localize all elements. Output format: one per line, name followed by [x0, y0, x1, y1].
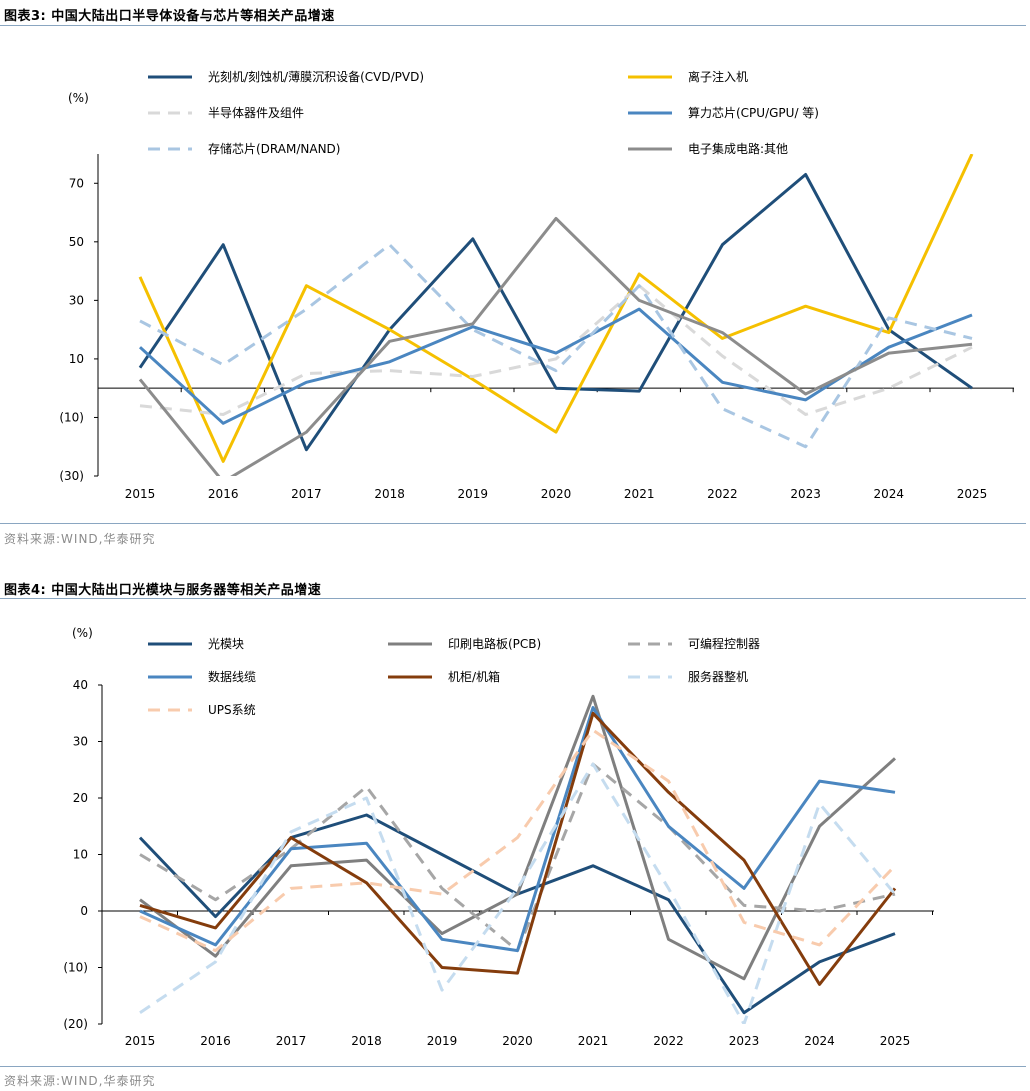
y-tick-label-4: 0 — [80, 904, 88, 918]
legend-label-1: 印刷电路板(PCB) — [448, 636, 541, 651]
figure1-source: 资料来源:WIND,华泰研究 — [4, 532, 156, 546]
figure1-title: 图表3: 中国大陆出口半导体设备与芯片等相关产品增速 — [4, 9, 335, 24]
x-tick-label-2022: 2022 — [653, 1034, 684, 1048]
x-tick-label-2016: 2016 — [208, 487, 239, 501]
y-tick-label-0: 70 — [69, 176, 84, 190]
figure2-title-rule — [0, 598, 1026, 599]
series-line-4 — [139, 243, 973, 449]
y-tick-label-4: (10) — [59, 410, 84, 424]
x-tick-label-2024: 2024 — [804, 1034, 835, 1048]
legend-label-2: 可编程控制器 — [688, 636, 760, 651]
x-tick-label-2021: 2021 — [624, 487, 655, 501]
y-tick-label-3: 10 — [73, 848, 88, 862]
x-tick-label-2025: 2025 — [957, 487, 988, 501]
y-tick-label-3: 10 — [69, 352, 84, 366]
legend-label-2: 半导体器件及组件 — [208, 106, 304, 120]
series-line-2 — [139, 284, 973, 416]
y-tick-label-5: (30) — [59, 469, 84, 483]
x-tick-label-2018: 2018 — [374, 487, 405, 501]
y-unit-label: (%) — [68, 91, 89, 105]
legend-label-1: 离子注入机 — [688, 69, 748, 84]
figure1-title-rule — [0, 25, 1026, 26]
x-tick-label-2023: 2023 — [729, 1034, 760, 1048]
y-tick-label-2: 20 — [73, 791, 88, 805]
legend-label-4: 机柜/机箱 — [448, 669, 500, 684]
figure2-source: 资料来源:WIND,华泰研究 — [4, 1074, 156, 1088]
series-line-0 — [138, 173, 973, 452]
x-tick-label-2023: 2023 — [790, 487, 821, 501]
x-tick-label-2016: 2016 — [200, 1034, 231, 1048]
x-tick-label-2024: 2024 — [874, 487, 905, 501]
series-line-3 — [138, 307, 973, 425]
series-line-1 — [139, 694, 897, 981]
figure1-bottom-rule — [0, 523, 1026, 524]
series-line-5 — [138, 216, 973, 476]
legend-label-3: 数据线缆 — [208, 669, 256, 684]
x-tick-label-2015: 2015 — [125, 487, 156, 501]
figure2-bottom-rule — [0, 1066, 1026, 1067]
x-tick-label-2015: 2015 — [125, 1034, 156, 1048]
series-line-1 — [138, 154, 974, 463]
series-line-3 — [139, 706, 896, 953]
legend-label-5: 服务器整机 — [688, 669, 748, 684]
series-line-4 — [139, 711, 897, 986]
x-tick-label-2020: 2020 — [541, 487, 572, 501]
x-tick-label-2019: 2019 — [458, 487, 489, 501]
legend-label-0: 光刻机/刻蚀机/薄膜沉积设备(CVD/PVD) — [208, 69, 424, 84]
x-tick-label-2018: 2018 — [351, 1034, 382, 1048]
legend-label-6: UPS系统 — [208, 703, 256, 717]
series-group — [138, 154, 974, 476]
x-tick-label-2022: 2022 — [707, 487, 738, 501]
y-tick-label-6: (20) — [63, 1017, 88, 1031]
y-tick-label-0: 40 — [73, 678, 88, 692]
x-tick-label-2020: 2020 — [502, 1034, 533, 1048]
y-tick-label-5: (10) — [63, 961, 88, 975]
figure2-title: 图表4: 中国大陆出口光模块与服务器等相关产品增速 — [4, 583, 322, 598]
x-tick-label-2021: 2021 — [578, 1034, 609, 1048]
y-tick-label-2: 30 — [69, 293, 84, 307]
legend-label-3: 算力芯片(CPU/GPU/ 等) — [688, 105, 819, 120]
legend-label-5: 电子集成电路:其他 — [688, 141, 788, 156]
series-line-5 — [139, 762, 897, 1024]
y-tick-label-1: 30 — [73, 735, 88, 749]
x-tick-label-2019: 2019 — [427, 1034, 458, 1048]
series-line-6 — [139, 728, 897, 953]
legend-label-4: 存储芯片(DRAM/NAND) — [208, 141, 340, 156]
series-group — [138, 694, 897, 1024]
y-unit-label: (%) — [72, 626, 93, 640]
y-tick-label-1: 50 — [69, 235, 84, 249]
x-tick-label-2017: 2017 — [291, 487, 322, 501]
x-tick-label-2025: 2025 — [880, 1034, 911, 1048]
legend-label-0: 光模块 — [208, 637, 244, 651]
x-tick-label-2017: 2017 — [276, 1034, 307, 1048]
